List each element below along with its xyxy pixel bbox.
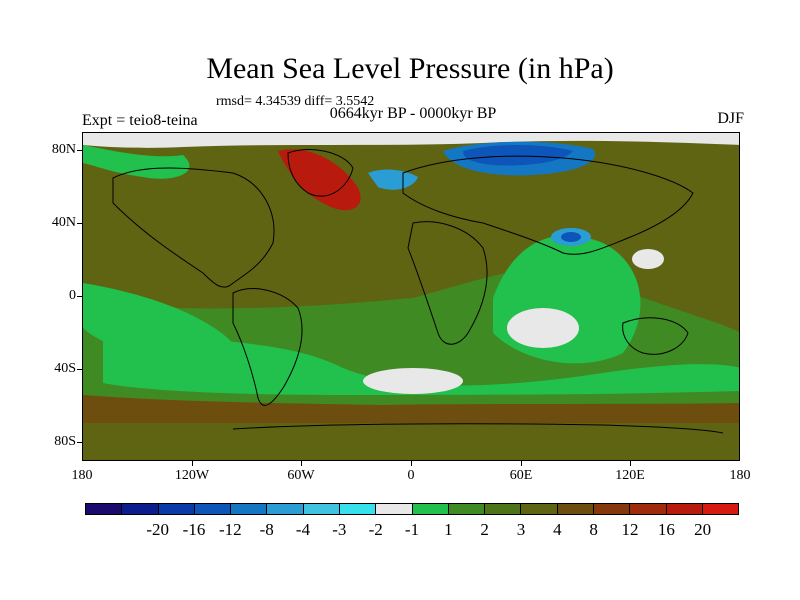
colorbar-label: -12 — [218, 520, 242, 539]
x-tick — [301, 461, 302, 466]
lon-label-120w: 120W — [174, 468, 210, 483]
colorbar-box — [666, 504, 703, 514]
colorbar-label: 8 — [589, 520, 598, 539]
colorbar-label: -16 — [182, 520, 206, 539]
lon-label-60e: 60E — [509, 468, 533, 483]
lat-label-40s: 40S — [54, 361, 76, 376]
colorbar-label: 16 — [657, 520, 675, 539]
colorbar-label: -1 — [404, 520, 420, 539]
lat-label-0: 0 — [69, 288, 76, 303]
colorbar-box — [485, 504, 522, 514]
season-label: DJF — [717, 110, 744, 127]
x-tick — [411, 461, 412, 466]
x-tick — [521, 461, 522, 466]
y-tick — [77, 442, 82, 443]
colorbar-box — [412, 504, 449, 514]
colorbar-label: 4 — [553, 520, 562, 539]
arctic-white — [83, 133, 739, 148]
tibet-low-core — [561, 232, 581, 242]
colorbar-label: 3 — [516, 520, 526, 539]
experiment-label: Expt = teio8-teina — [82, 112, 198, 129]
colorbar-label: 1 — [444, 520, 453, 539]
colorbar-box — [158, 504, 195, 514]
y-tick — [77, 223, 82, 224]
colorbar-box — [557, 504, 594, 514]
lat-label-40n: 40N — [51, 215, 76, 230]
colorbar — [85, 503, 739, 515]
colorbar-box — [702, 504, 739, 514]
pacific-green — [83, 283, 239, 367]
colorbar-label: -2 — [368, 520, 383, 539]
southern-green — [103, 328, 739, 395]
colorbar-box — [122, 504, 159, 514]
x-tick — [630, 461, 631, 466]
colorbar-box — [86, 504, 123, 514]
colorbar-box — [593, 504, 631, 514]
lon-label-180e: 180 — [729, 468, 751, 483]
lon-label-60w: 60W — [287, 468, 315, 483]
x-tick — [192, 461, 193, 466]
y-tick — [77, 296, 82, 297]
coastlines — [112, 149, 724, 434]
colorbar-box — [267, 504, 304, 514]
colorbar-box — [194, 504, 232, 514]
colorbar-box — [521, 504, 558, 514]
period-text: 0664kyr BP - 0000kyr BP — [329, 105, 497, 122]
scandinavia-low — [368, 169, 418, 190]
atlantic-white-patch — [363, 368, 463, 394]
colorbar-label: -8 — [259, 520, 274, 539]
colorbar-label: -3 — [332, 520, 347, 539]
y-tick — [77, 369, 82, 370]
lon-label-120e: 120E — [615, 468, 645, 483]
colorbar-box — [231, 504, 268, 514]
polar-band — [83, 423, 739, 460]
colorbar-box — [630, 504, 667, 514]
greenland-red — [278, 149, 361, 211]
lat-label-80n: 80N — [51, 142, 76, 157]
colorbar-label: -4 — [295, 520, 311, 539]
y-tick — [77, 150, 82, 151]
colorbar-label: 20 — [694, 520, 712, 539]
colorbar-box — [376, 504, 413, 514]
lon-label-0: 0 — [407, 468, 415, 483]
colorbar-box — [448, 504, 486, 514]
lat-label-80s: 80S — [54, 434, 76, 449]
lon-label-180w: 180 — [71, 468, 93, 483]
map-canvas — [83, 133, 739, 460]
colorbar-label: -20 — [146, 520, 169, 539]
map-title: Mean Sea Level Pressure (in hPa) — [206, 52, 614, 85]
stats-text: rmsd= 4.34539 diff= 3.5542 — [216, 94, 375, 109]
colorbar-box — [339, 504, 377, 514]
siberia-low-core — [463, 145, 573, 166]
pacific-white-patch — [632, 249, 664, 269]
indian-white-patch — [507, 308, 579, 348]
colorbar-box — [303, 504, 340, 514]
colorbar-label: 2 — [480, 520, 489, 539]
pressure-map — [82, 132, 740, 461]
arctic-green — [83, 145, 190, 179]
colorbar-label: 12 — [621, 520, 639, 539]
